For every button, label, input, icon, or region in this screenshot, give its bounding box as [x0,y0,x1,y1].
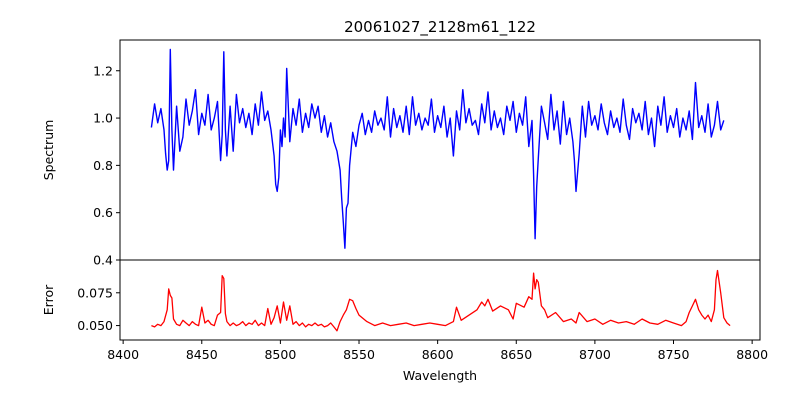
error-panel: 0.050 0.075 Error [41,259,761,341]
x-tick-label: 8800 [736,347,768,362]
x-ticks: 8400 8450 8500 8550 8600 8650 8700 8750 8800 [107,340,768,362]
spectrum-y-tick-label: 0.6 [93,205,113,220]
error-y-ticks: 0.050 0.075 [77,285,120,333]
error-y-tick-label: 0.075 [77,285,113,300]
spectrum-y-tick-label: 0.8 [93,158,113,173]
x-tick-label: 8750 [658,347,690,362]
spectrum-y-tick-label: 0.4 [93,253,113,268]
spectrum-series [150,48,725,249]
x-tick-label: 8550 [343,347,375,362]
x-tick-label: 8450 [186,347,218,362]
error-line [151,269,731,332]
spectrum-y-axis-label: Spectrum [41,120,56,181]
spectrum-y-ticks: 0.4 0.6 0.8 1.0 1.2 [93,63,120,268]
spectrum-line [150,48,725,249]
error-y-axis-label: Error [41,284,56,315]
x-tick-label: 8400 [107,347,139,362]
spectrum-panel: 0.4 0.6 0.8 1.0 1.2 Spectrum [41,39,761,268]
x-tick-label: 8700 [579,347,611,362]
x-axis-label: Wavelength [403,368,477,383]
error-axes-frame [119,259,761,341]
error-series [151,269,731,332]
chart-title: 20061027_2128m61_122 [344,18,536,37]
x-tick-label: 8650 [500,347,532,362]
x-tick-label: 8600 [422,347,454,362]
x-tick-label: 8500 [264,347,296,362]
spectrum-y-tick-label: 1.2 [93,63,113,78]
spectrum-axes-frame [119,39,761,261]
spectrum-y-tick-label: 1.0 [93,111,113,126]
error-y-tick-label: 0.050 [77,318,113,333]
